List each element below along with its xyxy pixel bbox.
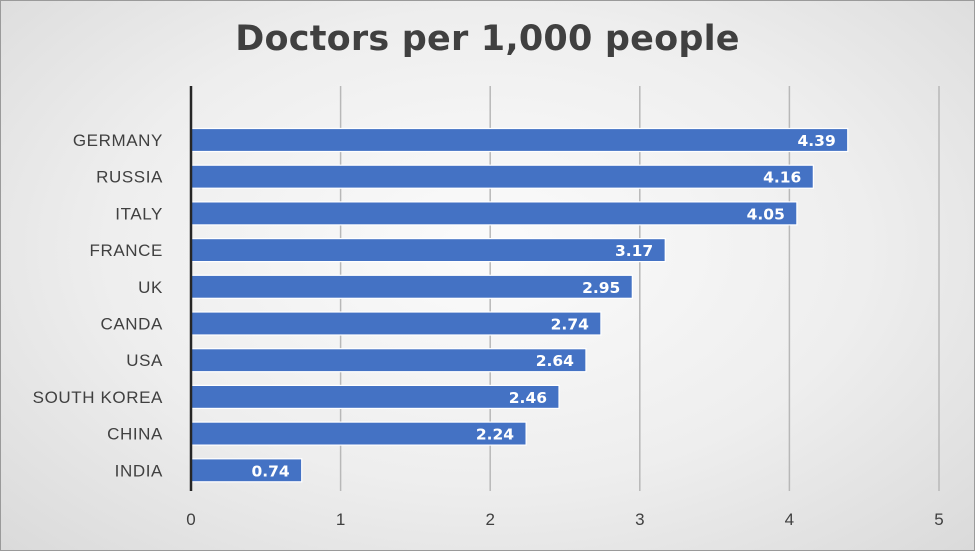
- data-label: 4.05: [747, 205, 785, 223]
- data-label: 2.24: [476, 426, 514, 444]
- data-label: 2.74: [551, 316, 589, 334]
- x-tick-label: 3: [635, 510, 644, 529]
- category-label: INDIA: [115, 461, 163, 480]
- category-label: RUSSIA: [96, 168, 163, 187]
- category-label: FRANCE: [90, 241, 164, 260]
- category-label: CANDA: [100, 315, 163, 334]
- x-tick-label: 1: [336, 510, 345, 529]
- x-tick-label: 4: [785, 510, 794, 529]
- category-label: SOUTH KOREA: [33, 388, 163, 407]
- bars: [190, 127, 849, 483]
- x-tick-label: 5: [934, 510, 943, 529]
- data-label: 0.74: [251, 462, 289, 480]
- category-label: ITALY: [115, 204, 163, 223]
- x-tick-label: 2: [485, 510, 494, 529]
- bar: [190, 274, 633, 299]
- category-label: GERMANY: [73, 131, 163, 150]
- chart-title: Doctors per 1,000 people: [235, 19, 740, 59]
- data-label: 3.17: [615, 242, 653, 260]
- bar: [190, 127, 849, 153]
- bar: [190, 311, 602, 336]
- data-label: 2.64: [536, 352, 574, 370]
- category-label: USA: [126, 351, 163, 370]
- bar: [190, 201, 798, 226]
- data-label: 4.39: [797, 132, 835, 150]
- data-label: 2.46: [509, 389, 547, 407]
- data-label: 2.95: [582, 279, 620, 297]
- category-label: CHINA: [107, 425, 163, 444]
- bar: [190, 384, 560, 409]
- bar: [190, 348, 587, 373]
- bar: [190, 238, 666, 263]
- x-tick-label: 0: [186, 510, 195, 529]
- bar: [190, 164, 814, 189]
- category-label: UK: [138, 278, 163, 297]
- data-label: 4.16: [763, 169, 801, 187]
- labels: 0 1 2 3 4 5 GERMANY 4.39 RUSSIA 4.16 ITALY 4.05 FRAN…: [33, 131, 944, 529]
